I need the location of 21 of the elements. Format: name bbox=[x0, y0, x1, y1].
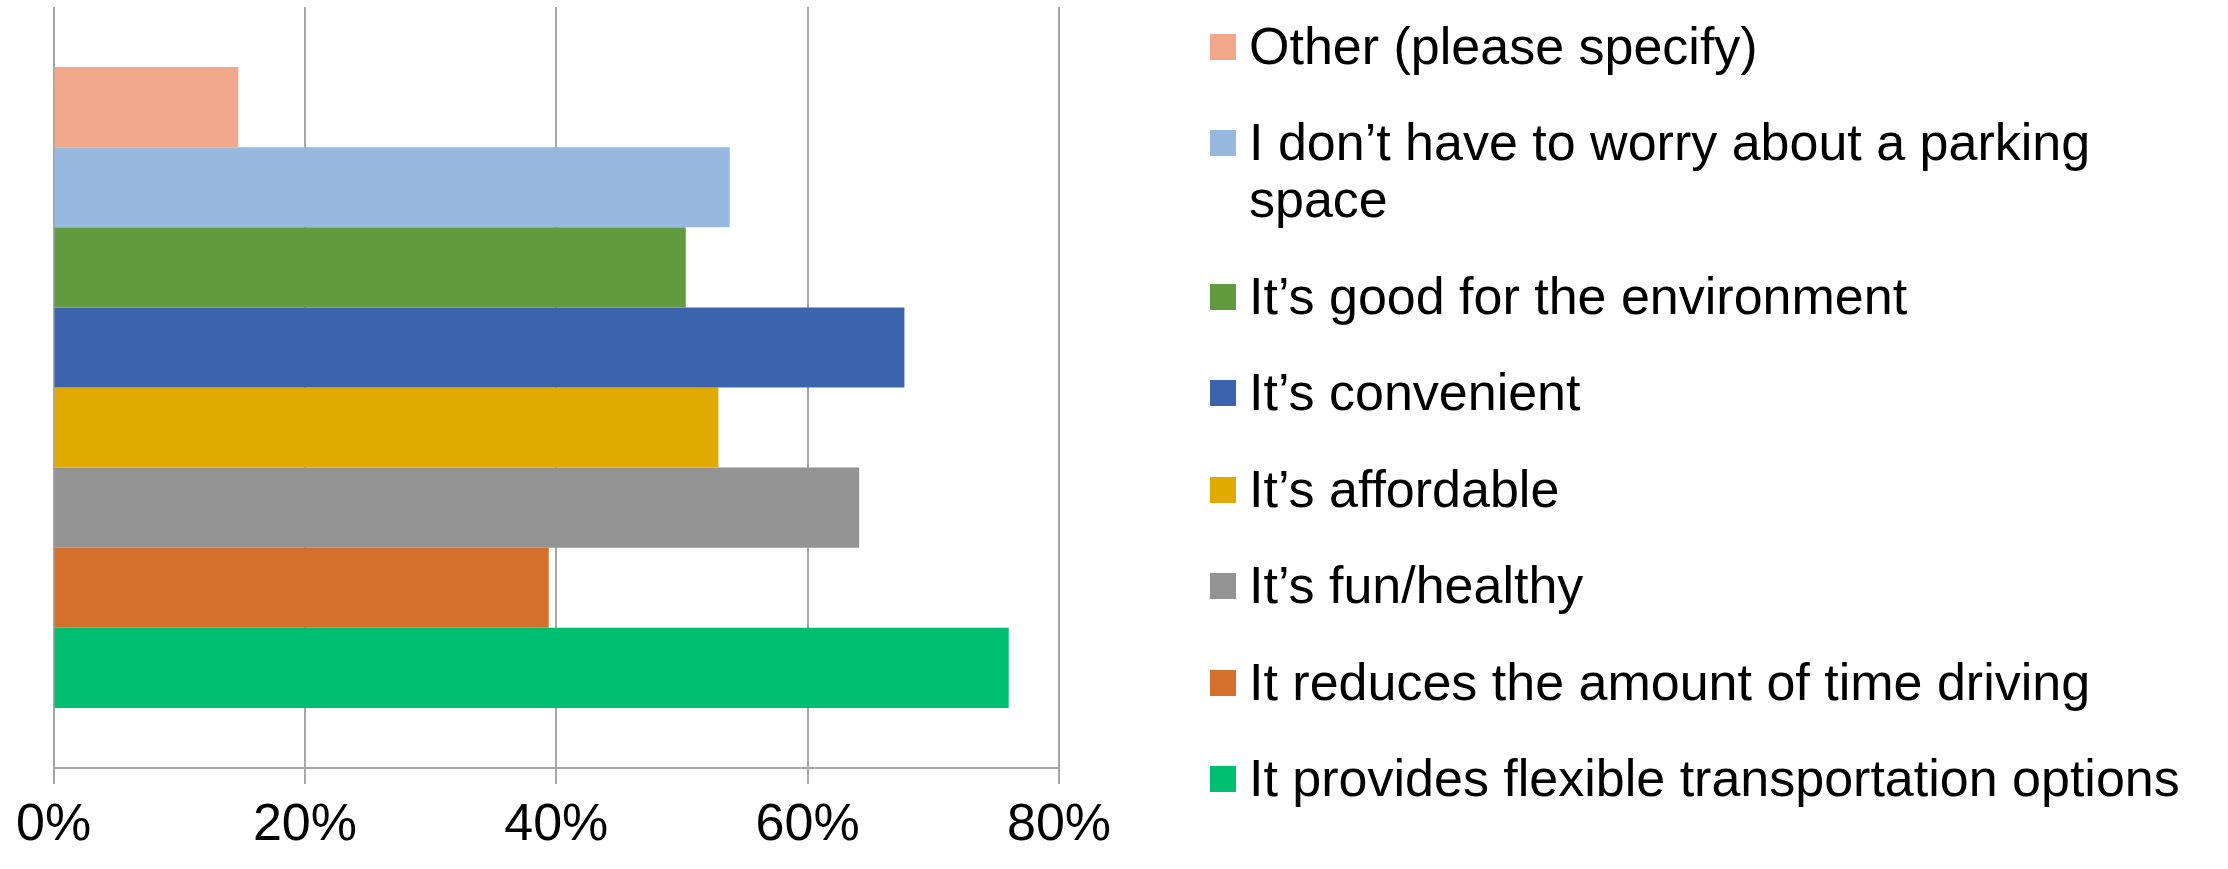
x-tick-label: 80% bbox=[1006, 793, 1112, 852]
bar bbox=[54, 387, 719, 468]
legend-label: I don’t have to worry about a parking space bbox=[1249, 113, 2092, 229]
legend-label: It reduces the amount of time driving bbox=[1249, 652, 2091, 711]
bar bbox=[54, 147, 730, 228]
bar bbox=[54, 227, 686, 308]
bar bbox=[54, 467, 860, 548]
legend-label: It’s fun/healthy bbox=[1249, 556, 1584, 615]
x-tick-label: 60% bbox=[755, 793, 860, 852]
bar bbox=[54, 627, 1009, 708]
bar bbox=[54, 547, 549, 628]
x-tick-label: 40% bbox=[504, 793, 609, 852]
x-tick-label: 20% bbox=[252, 793, 357, 852]
bar bbox=[54, 307, 905, 388]
legend-label: Other (please specify) bbox=[1249, 17, 1758, 75]
legend-label: It’s convenient bbox=[1249, 363, 1581, 422]
legend-label: It provides flexible transportation options bbox=[1249, 748, 2180, 807]
legend-label: It’s affordable bbox=[1249, 459, 1560, 518]
legend-label: It’s good for the environment bbox=[1249, 266, 1908, 325]
x-tick-label: 0% bbox=[16, 793, 92, 852]
bar bbox=[54, 67, 239, 148]
